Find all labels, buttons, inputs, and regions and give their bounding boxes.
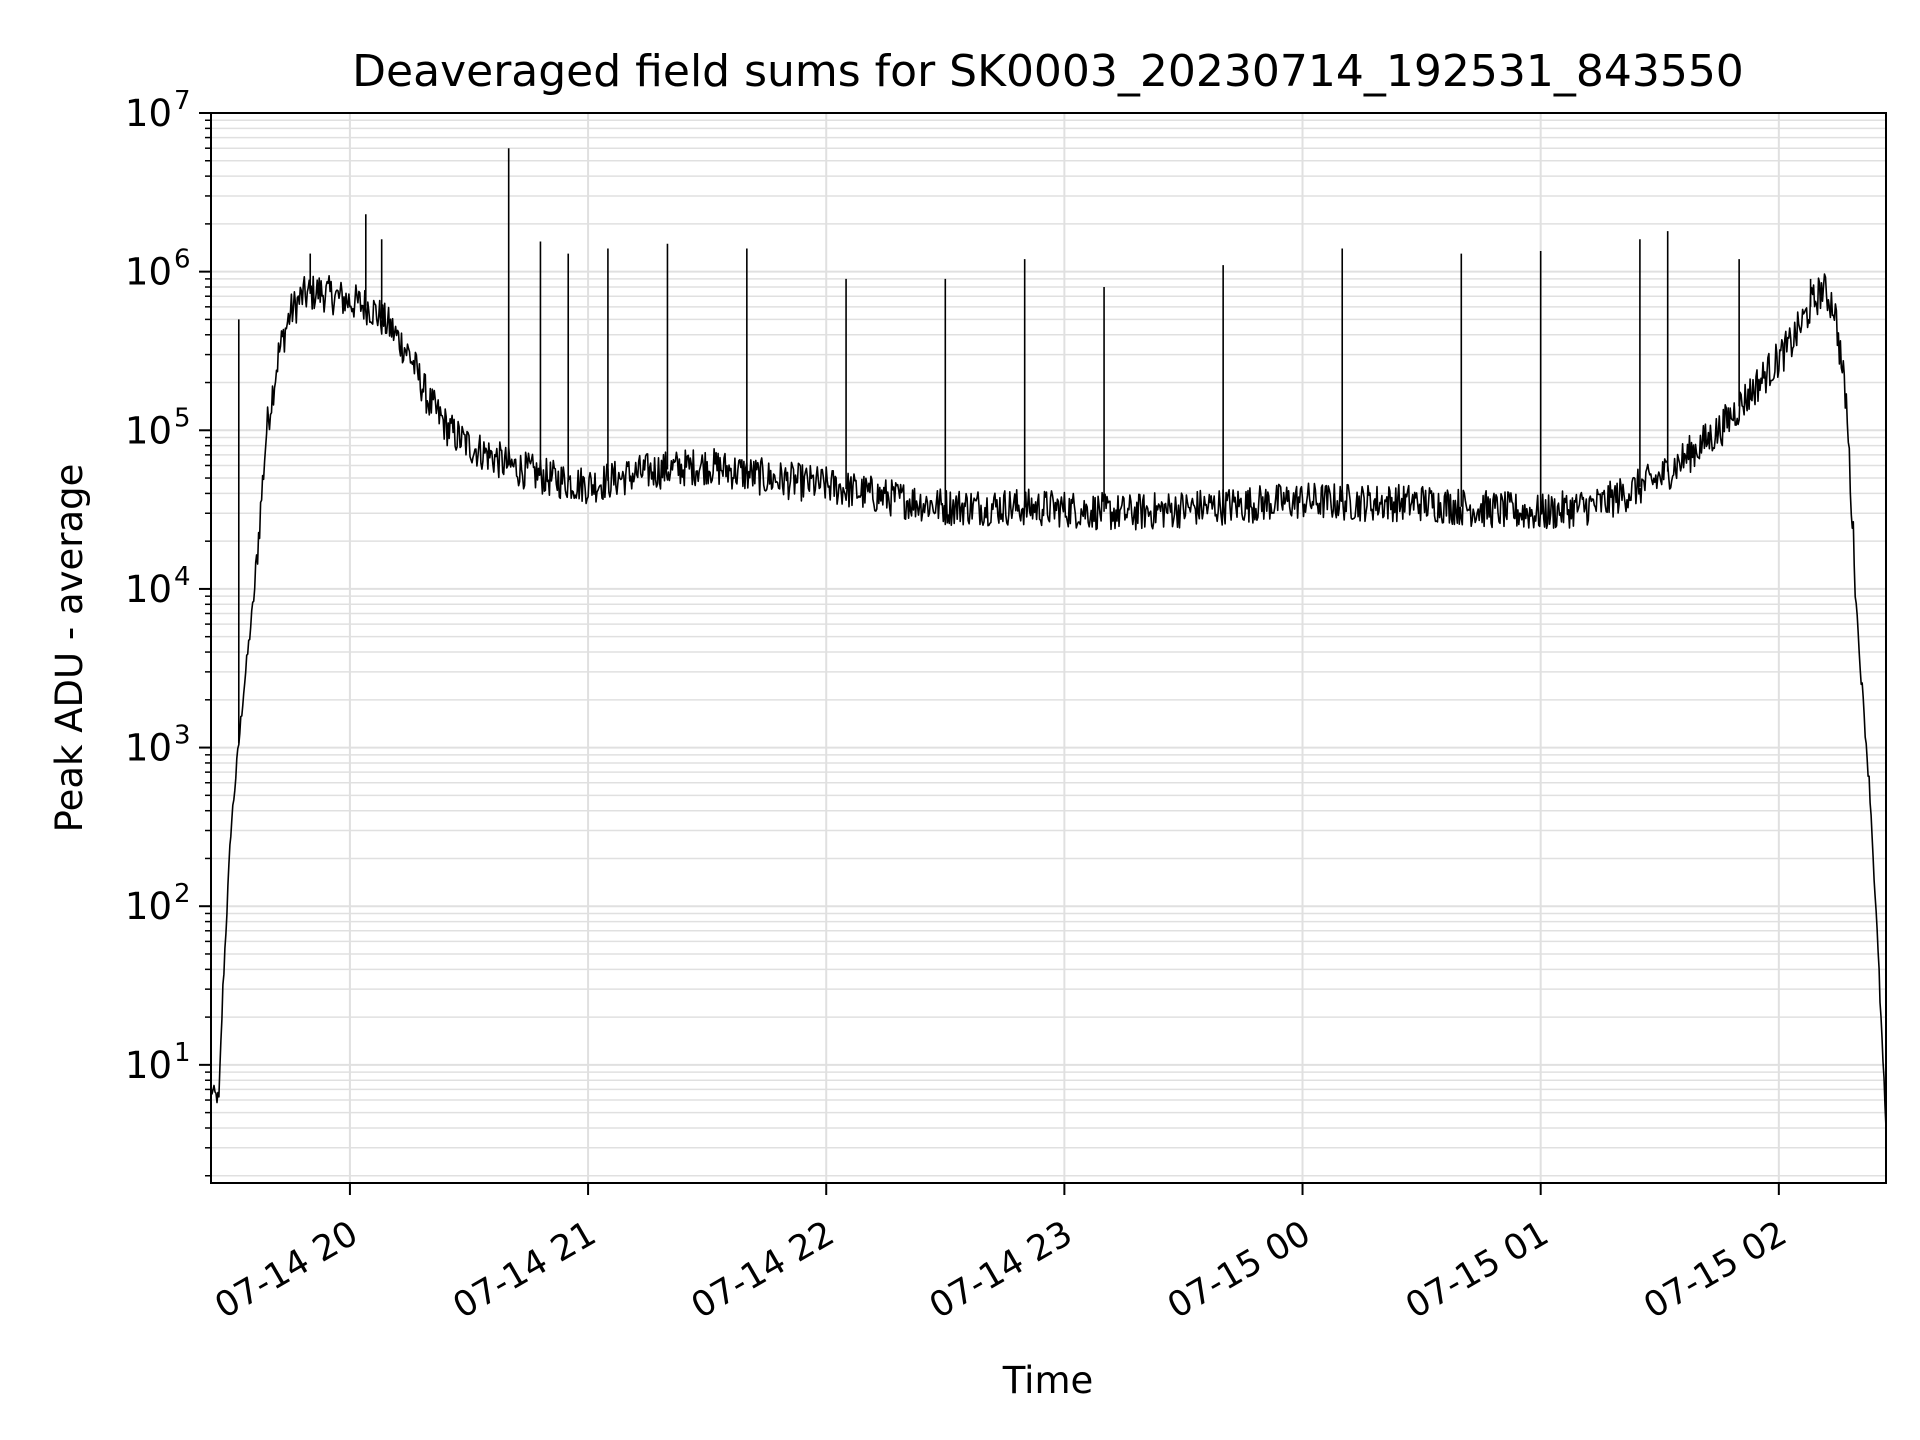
y-tick-exponent: 7 bbox=[174, 86, 191, 116]
y-tick-base: 10 bbox=[125, 727, 172, 770]
y-tick-base: 10 bbox=[125, 92, 172, 135]
y-tick-base: 10 bbox=[125, 251, 172, 294]
y-tick-exponent: 5 bbox=[174, 403, 191, 433]
data-line-layer bbox=[210, 148, 1887, 1129]
chart-title: Deaveraged field sums for SK0003_2023071… bbox=[352, 46, 1744, 97]
y-tick-label: 10 4 bbox=[125, 562, 191, 611]
y-tick-base: 10 bbox=[125, 885, 172, 928]
y-tick-label: 10 3 bbox=[125, 721, 191, 770]
y-tick-exponent: 6 bbox=[174, 245, 191, 275]
y-tick-base: 10 bbox=[125, 568, 172, 611]
y-tick-label: 10 2 bbox=[125, 879, 191, 928]
y-tick-label: 10 7 bbox=[125, 86, 191, 135]
y-tick-exponent: 1 bbox=[174, 1038, 191, 1068]
y-tick-label: 10 6 bbox=[125, 245, 191, 294]
y-tick-exponent: 2 bbox=[174, 879, 191, 909]
y-tick-label: 10 5 bbox=[125, 403, 191, 452]
data-series-line bbox=[210, 273, 1887, 1129]
y-tick-base: 10 bbox=[125, 409, 172, 452]
y-tick-exponent: 3 bbox=[174, 721, 191, 751]
y-tick-base: 10 bbox=[125, 1044, 172, 1087]
plot-frame bbox=[210, 112, 1887, 1184]
y-axis-label: Peak ADU - average bbox=[48, 464, 91, 833]
y-tick-exponent: 4 bbox=[174, 562, 191, 592]
x-axis-label: Time bbox=[1002, 1359, 1094, 1402]
y-tick-label: 10 1 bbox=[125, 1038, 191, 1087]
